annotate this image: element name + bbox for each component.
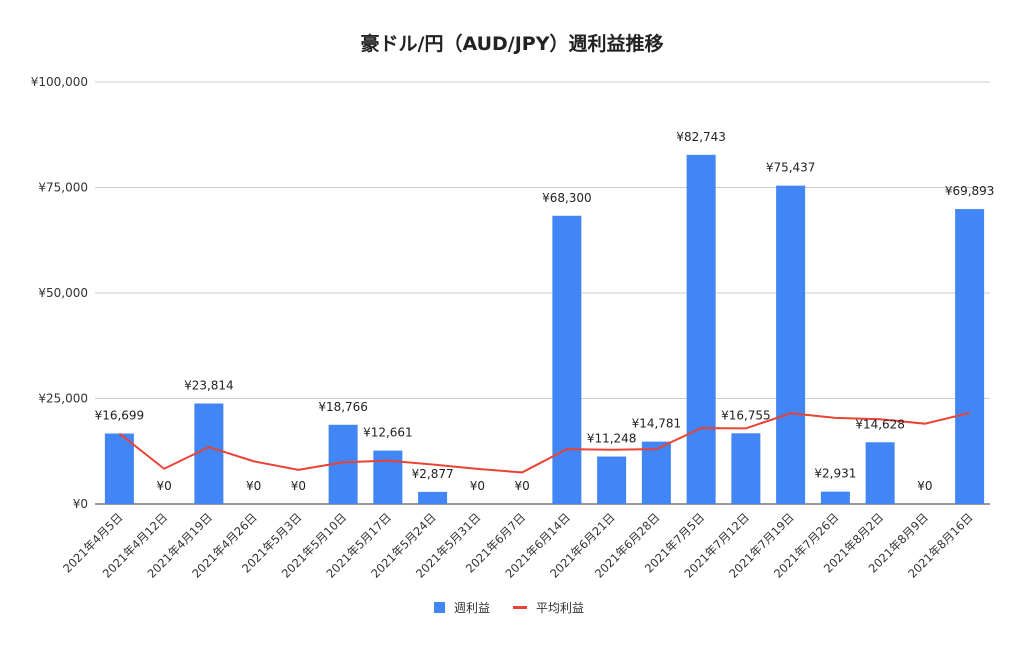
bar-data-label: ¥0 <box>291 479 306 493</box>
legend-swatch-weekly <box>434 602 445 613</box>
bar-data-label: ¥11,248 <box>587 432 637 446</box>
average-line <box>118 411 970 474</box>
bar-data-label: ¥0 <box>514 479 529 493</box>
bar-data-label: ¥68,300 <box>542 191 592 205</box>
y-axis: ¥0 ¥25,000 ¥50,000 ¥75,000 ¥100,000 <box>31 75 88 511</box>
bars <box>104 154 985 505</box>
average-line-path <box>118 411 970 474</box>
data-labels: ¥16,699 ¥0 ¥23,814 ¥0 ¥0 ¥18,766 ¥12,661 ¥2,877… <box>95 130 995 493</box>
y-tick-label: ¥100,000 <box>31 75 88 89</box>
bar[interactable] <box>418 491 448 504</box>
chart-title: 豪ドル/円（AUD/JPY）週利益推移 <box>361 32 664 55</box>
bar[interactable] <box>731 433 761 504</box>
legend-label-average[interactable]: 平均利益 <box>536 601 584 615</box>
bar-data-label: ¥2,877 <box>412 467 454 481</box>
legend-swatch-average <box>513 606 527 609</box>
bar-data-label: ¥0 <box>917 479 932 493</box>
bar[interactable] <box>865 442 895 504</box>
legend-label-weekly[interactable]: 週利益 <box>454 601 490 615</box>
bar[interactable] <box>955 209 985 504</box>
bar-data-label: ¥23,814 <box>184 379 234 393</box>
y-tick-label: ¥0 <box>73 497 88 511</box>
bar[interactable] <box>373 450 403 504</box>
bar-data-label: ¥18,766 <box>318 400 368 414</box>
bar[interactable] <box>194 403 224 504</box>
bar-data-label: ¥16,755 <box>721 408 771 422</box>
bar[interactable] <box>776 185 806 504</box>
bar-data-label: ¥0 <box>156 479 171 493</box>
bar-data-label: ¥12,661 <box>363 426 413 440</box>
bar-data-label: ¥2,931 <box>814 467 856 481</box>
bar-data-label: ¥14,781 <box>632 417 682 431</box>
bar-data-label: ¥0 <box>246 479 261 493</box>
y-tick-label: ¥75,000 <box>38 181 88 195</box>
x-axis: 2021年4月5日2021年4月12日2021年4月19日2021年4月26日2… <box>60 510 976 581</box>
bar-data-label: ¥0 <box>470 479 485 493</box>
y-tick-label: ¥25,000 <box>38 392 88 406</box>
bar-data-label: ¥16,699 <box>95 409 145 423</box>
bar[interactable] <box>104 433 134 504</box>
gridlines <box>95 81 990 505</box>
bar[interactable] <box>820 491 850 504</box>
bar-data-label: ¥14,628 <box>855 417 905 431</box>
bar-data-label: ¥82,743 <box>676 130 726 144</box>
bar[interactable] <box>686 154 716 505</box>
bar[interactable] <box>552 215 582 505</box>
legend: 週利益 平均利益 <box>434 601 584 615</box>
bar-data-label: ¥69,893 <box>945 184 995 198</box>
bar-data-label: ¥75,437 <box>766 161 816 175</box>
bar[interactable] <box>597 456 627 504</box>
bar[interactable] <box>641 441 671 504</box>
y-tick-label: ¥50,000 <box>38 286 88 300</box>
